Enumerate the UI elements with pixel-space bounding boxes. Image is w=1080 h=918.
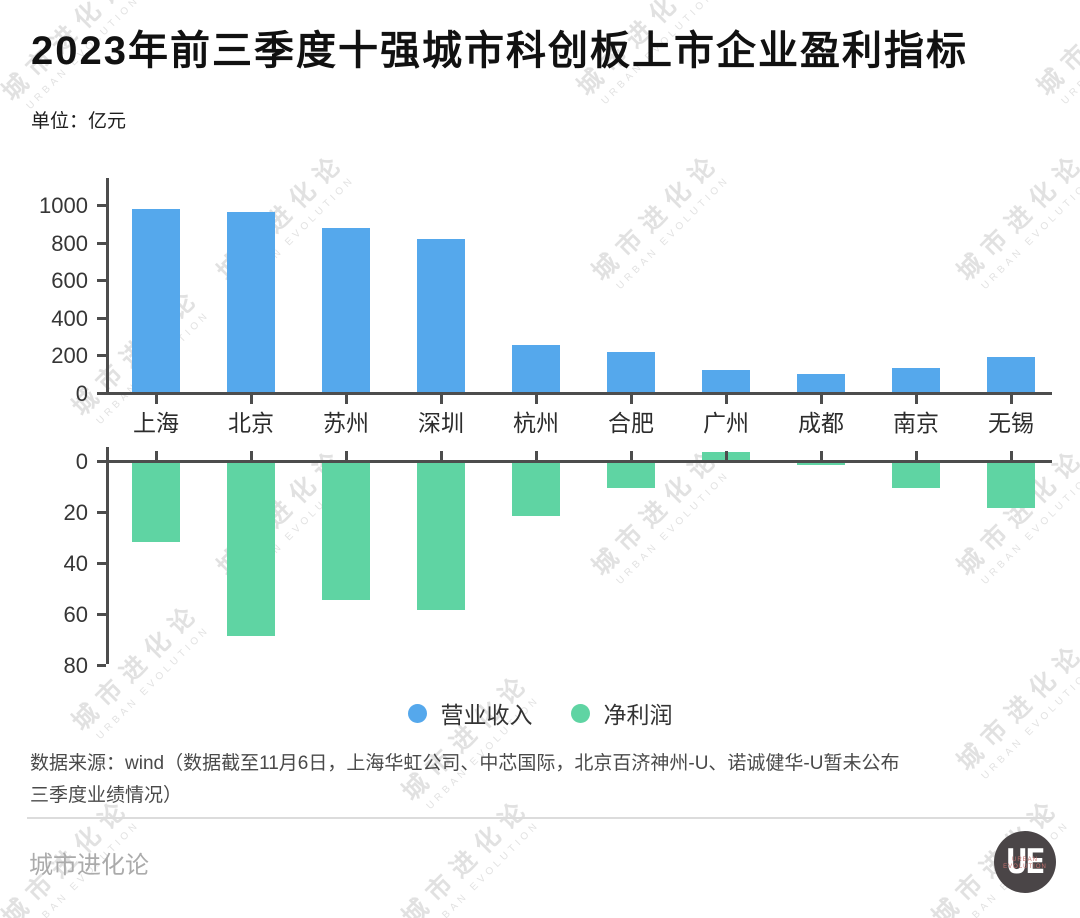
bottom-chart-y-tick-label: 60 (63, 602, 88, 627)
revenue-bar-上海 (132, 208, 180, 392)
net-profit-bar-杭州 (512, 460, 560, 517)
city-label-上海: 上海 (133, 410, 179, 436)
top-chart-x-tick (819, 395, 823, 404)
city-label-无锡: 无锡 (988, 410, 1034, 436)
net-profit-legend-dot (570, 703, 590, 723)
bottom-chart-x-tick (1009, 451, 1013, 460)
bottom-chart-x-tick (724, 451, 728, 460)
bottom-chart-y-tick-label: 0 (75, 449, 88, 474)
top-chart-x-tick (154, 395, 158, 404)
net-profit-bar-深圳 (417, 460, 465, 611)
revenue-bar-广州 (702, 370, 750, 392)
bottom-chart-x-tick (154, 451, 158, 460)
top-chart-x-tick (724, 395, 728, 404)
net-profit-bar-苏州 (322, 460, 370, 601)
bottom-chart-y-tick (97, 664, 106, 667)
bottom-chart-x-tick (819, 451, 823, 460)
top-chart-x-tick (1009, 395, 1013, 404)
bottom-chart-y-tick-label: 40 (63, 551, 88, 576)
bottom-chart-y-tick-label: 80 (63, 653, 88, 678)
net-profit-bar-南京 (892, 460, 940, 489)
revenue-bar-杭州 (512, 345, 560, 392)
chart-legend: 营业收入 净利润 (0, 696, 1080, 730)
unit-label: 单位：亿元 (31, 111, 127, 132)
bottom-chart-x-tick (534, 451, 538, 460)
top-chart-y-tick (97, 354, 106, 358)
data-source-note: 数据来源：wind（数据截至11月6日，上海华虹公司、中芯国际，北京百济神州-U… (30, 748, 899, 812)
bottom-chart-y-tick (97, 511, 106, 514)
net-profit-bar-合肥 (607, 460, 655, 489)
source-line-2: 三季度业绩情况） (30, 785, 183, 806)
top-chart-y-tick (97, 204, 106, 207)
source-line-1: 数据来源：wind（数据截至11月6日，上海华虹公司、中芯国际，北京百济神州-U… (30, 753, 900, 774)
page-title: 2023年前三季度十强城市科创板上市企业盈利指标 (31, 29, 968, 73)
top-chart-x-tick (249, 395, 253, 404)
revenue-legend-dot (407, 703, 427, 723)
city-label-广州: 广州 (703, 410, 749, 436)
revenue-legend-label: 营业收入 (440, 702, 533, 728)
top-chart-y-tick (97, 316, 106, 320)
top-chart-x-tick (534, 395, 538, 404)
revenue-bar-南京 (892, 367, 940, 392)
top-chart-y-tick-label: 200 (51, 343, 88, 369)
top-chart-x-tick (914, 395, 918, 404)
legend-item-net-profit: 净利润 (570, 696, 673, 730)
footer-divider (27, 817, 1053, 819)
top-chart-y-tick (97, 279, 106, 283)
net-profit-bar-北京 (227, 460, 275, 636)
city-label-杭州: 杭州 (513, 410, 559, 436)
city-label-苏州: 苏州 (323, 410, 369, 436)
revenue-bar-无锡 (987, 356, 1035, 392)
top-chart-y-tick-label: 0 (75, 381, 88, 406)
city-label-南京: 南京 (893, 410, 939, 436)
revenue-bar-合肥 (607, 351, 655, 392)
logo-monogram: UE (1006, 842, 1046, 882)
top-chart-y-tick-label: 600 (51, 268, 88, 294)
top-chart-y-tick-label: 1000 (39, 193, 88, 218)
city-label-成都: 成都 (798, 410, 844, 436)
net-profit-bar-上海 (132, 460, 180, 542)
revenue-bar-成都 (797, 373, 845, 392)
bottom-chart-x-tick (629, 451, 633, 460)
revenue-bar-北京 (227, 212, 275, 392)
top-chart-y-tick (97, 392, 106, 395)
top-chart-x-axis (106, 392, 1052, 395)
bottom-chart-y-tick (97, 613, 106, 616)
legend-item-revenue: 营业收入 (407, 696, 533, 730)
net-profit-legend-label: 净利润 (603, 702, 673, 728)
top-chart-x-tick (344, 395, 348, 404)
bottom-chart-y-axis (106, 447, 109, 664)
bottom-chart-x-tick (249, 451, 253, 460)
top-chart-y-tick (97, 241, 106, 245)
bottom-chart-y-tick (97, 562, 106, 565)
top-chart-x-tick (629, 395, 633, 404)
top-chart-x-tick (439, 395, 443, 404)
top-chart-y-tick-label: 400 (51, 305, 88, 331)
top-chart-y-axis (106, 178, 109, 395)
brand-name: 城市进化论 (29, 852, 149, 879)
bottom-chart-x-tick (439, 451, 443, 460)
revenue-bar-深圳 (417, 238, 465, 392)
bottom-chart-x-tick (344, 451, 348, 460)
top-chart-y-tick-label: 800 (51, 230, 88, 256)
revenue-bar-苏州 (322, 227, 370, 392)
bottom-chart-x-tick (914, 451, 918, 460)
logo-subtext: URBAN EVOLUTION (1003, 857, 1047, 870)
urban-evolution-logo: UE URBAN EVOLUTION (994, 831, 1056, 893)
bottom-chart-y-tick-label: 20 (63, 500, 88, 525)
bottom-chart-x-axis (106, 460, 1052, 463)
city-label-合肥: 合肥 (608, 410, 654, 436)
city-label-深圳: 深圳 (418, 410, 464, 436)
bottom-chart-y-tick (97, 460, 106, 463)
city-label-北京: 北京 (228, 410, 274, 436)
net-profit-bar-无锡 (987, 460, 1035, 509)
